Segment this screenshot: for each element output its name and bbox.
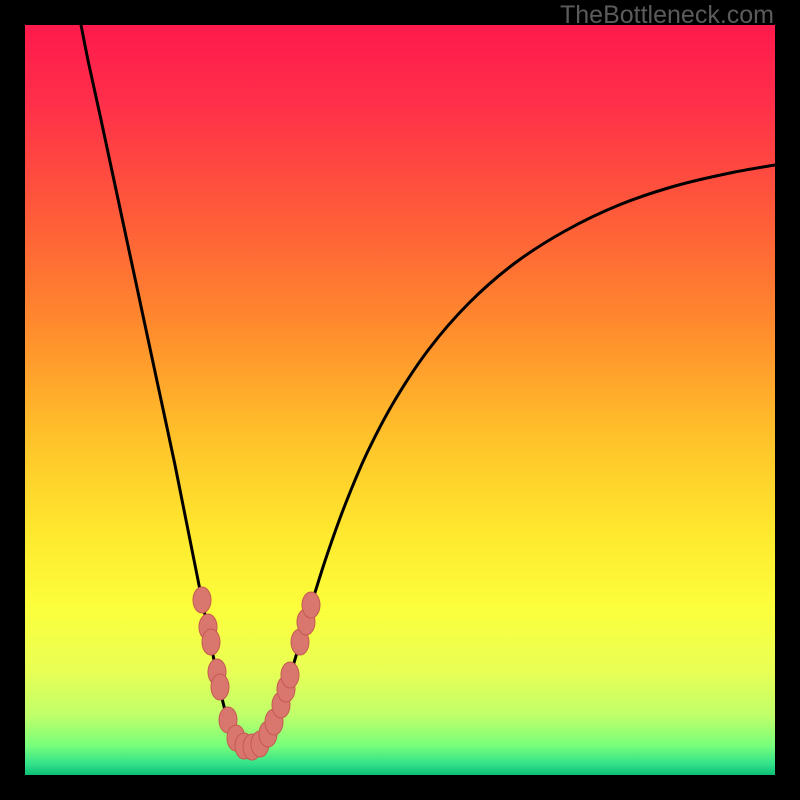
data-marker [193, 587, 211, 613]
chart-frame: TheBottleneck.com [0, 0, 800, 800]
data-marker [202, 629, 220, 655]
watermark-text: TheBottleneck.com [560, 1, 774, 30]
data-marker [281, 662, 299, 688]
marker-group [193, 587, 320, 760]
data-marker [302, 592, 320, 618]
bottleneck-curve [81, 25, 775, 747]
data-marker [211, 674, 229, 700]
chart-overlay-svg [25, 25, 775, 775]
plot-area [25, 25, 775, 775]
curve-path [81, 25, 775, 747]
